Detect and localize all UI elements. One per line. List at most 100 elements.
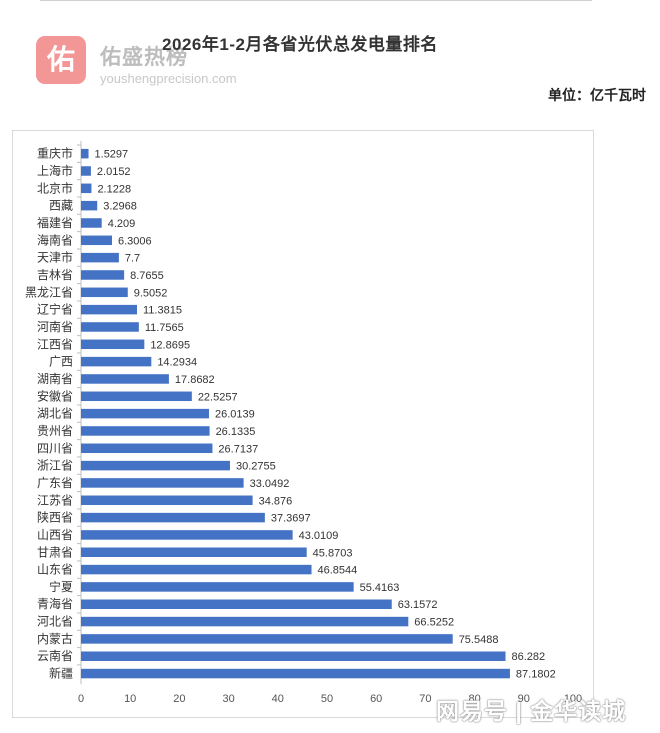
bar [81, 391, 192, 402]
bar [81, 564, 312, 575]
bar [81, 478, 244, 488]
watermark-name: 佑盛热榜 [100, 46, 188, 69]
data-label: 12.8695 [150, 339, 190, 351]
x-tick-label: 40 [272, 693, 284, 705]
bar [81, 426, 210, 436]
category-label: 北京市 [37, 180, 73, 195]
data-label: 11.7565 [145, 322, 184, 334]
unit-label: 单位：亿千瓦时 [548, 87, 646, 103]
bar [81, 634, 453, 644]
bar [81, 512, 265, 523]
category-label: 河南省 [37, 319, 73, 334]
bar [81, 148, 89, 159]
category-label: 重庆市 [37, 146, 73, 161]
bar [81, 287, 128, 298]
bar [81, 183, 92, 194]
category-label: 贵州省 [37, 424, 73, 438]
watermark-bottom: 网易号 | 金华读城 [436, 698, 627, 724]
bar [81, 668, 510, 679]
x-tick-label: 30 [222, 693, 234, 705]
x-tick-label: 0 [78, 693, 84, 705]
data-label: 9.5052 [134, 287, 168, 299]
x-tick-label: 20 [173, 693, 185, 705]
bar [81, 374, 169, 384]
bar [81, 200, 98, 211]
bar [81, 495, 253, 506]
chart-frame [12, 130, 594, 718]
x-tick-label: 60 [370, 693, 382, 705]
bar [81, 599, 392, 609]
category-label: 湖北省 [37, 406, 73, 421]
data-label: 43.0109 [299, 530, 339, 542]
data-label: 86.282 [512, 651, 546, 663]
data-label: 8.7655 [130, 270, 164, 282]
bar [81, 235, 112, 246]
category-label: 江苏省 [37, 493, 73, 507]
category-label: 黑龙江省 [25, 285, 73, 299]
category-label: 内蒙古 [37, 631, 73, 646]
data-label: 26.1335 [216, 426, 256, 438]
category-label: 江西省 [37, 337, 73, 351]
bar [81, 443, 213, 454]
category-label: 山东省 [37, 563, 73, 577]
bar [81, 651, 506, 661]
x-tick-label: 10 [124, 693, 136, 705]
category-label: 甘肃省 [37, 545, 73, 559]
category-label: 天津市 [37, 250, 73, 265]
category-label: 西藏 [49, 199, 73, 213]
bar [81, 252, 119, 263]
bar [81, 547, 307, 558]
data-label: 3.2968 [103, 201, 137, 213]
watermark-site: youshengprecision.com [100, 71, 237, 86]
x-tick-label: 70 [419, 693, 431, 705]
category-label: 四川省 [37, 441, 73, 455]
category-label: 宁夏 [49, 579, 73, 594]
bar-chart: 重庆市 1.5297 上海市 2.0152 北京市 2.1228 西藏 3.2968 福建省 4.… [25, 141, 582, 705]
x-tick-label: 50 [321, 693, 333, 705]
category-label: 吉林省 [37, 268, 73, 282]
category-label: 山西省 [37, 528, 73, 542]
data-label: 30.2755 [236, 461, 276, 473]
category-label: 安徽省 [37, 388, 73, 403]
data-label: 26.0139 [215, 409, 255, 421]
data-label: 75.5488 [459, 634, 499, 646]
category-label: 新疆 [49, 666, 73, 681]
category-label: 福建省 [37, 215, 73, 230]
data-label: 2.0152 [97, 166, 131, 178]
bar [81, 408, 209, 419]
category-label: 上海市 [37, 163, 73, 178]
data-label: 4.209 [108, 218, 136, 230]
category-label: 广西 [49, 355, 73, 369]
category-label: 河北省 [37, 615, 73, 629]
data-label: 11.3815 [143, 305, 182, 317]
bar [81, 616, 409, 627]
data-label: 37.3697 [271, 513, 311, 525]
data-label: 34.876 [259, 495, 293, 507]
bar [81, 322, 139, 332]
bar [81, 304, 137, 315]
data-label: 63.1572 [398, 599, 438, 611]
data-label: 87.1802 [516, 669, 556, 681]
bar [81, 270, 125, 280]
bar [81, 460, 230, 471]
bar [81, 356, 152, 367]
data-label: 17.8682 [175, 374, 215, 386]
bar [81, 530, 293, 540]
category-label: 云南省 [37, 648, 73, 663]
category-label: 辽宁省 [37, 302, 73, 317]
category-label: 湖南省 [37, 371, 73, 386]
category-label: 海南省 [37, 232, 73, 247]
bar [81, 339, 145, 350]
x-tick-label: 90 [518, 693, 530, 705]
category-label: 浙江省 [37, 459, 73, 473]
data-label: 1.5297 [95, 149, 129, 161]
data-label: 66.5252 [414, 617, 454, 629]
top-divider [40, 0, 592, 1]
data-label: 22.5257 [198, 391, 238, 403]
data-label: 45.8703 [313, 547, 353, 559]
data-label: 55.4163 [360, 582, 400, 594]
data-label: 33.0492 [250, 478, 290, 490]
chart-title: 2026年1-2月各省光伏总发电量排名 [162, 35, 438, 54]
watermark-logo: 佑 [36, 36, 86, 84]
bar [81, 166, 91, 176]
